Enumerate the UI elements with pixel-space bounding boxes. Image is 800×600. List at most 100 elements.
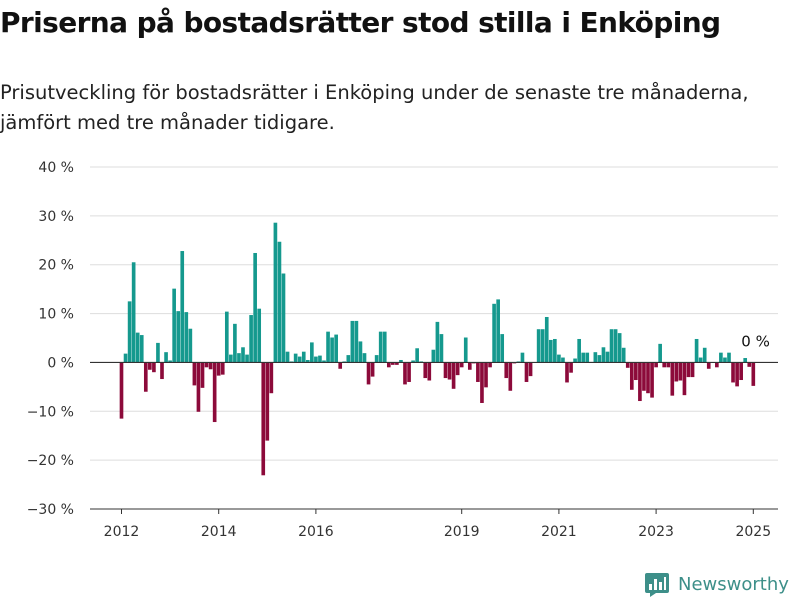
bar [395,362,399,365]
bar [467,362,472,370]
bar [658,343,662,363]
bar-chart-logo-icon [645,573,669,597]
y-tick-label: 30 % [38,209,74,225]
chart-subtitle: Prisutveckling för bostadsrätter i Enköp… [0,81,749,134]
bar [350,320,355,363]
bar [670,362,675,396]
bar [597,355,602,363]
bar [277,241,282,363]
bar [180,251,185,363]
bar [492,303,496,363]
bar [176,311,181,363]
bar [249,315,253,363]
bar [168,360,172,363]
bar [293,353,298,363]
bar [476,362,480,382]
bar [573,358,577,363]
bar [184,312,189,363]
bar [204,362,209,368]
bar [224,311,229,363]
bar [152,362,156,373]
bar [399,359,403,363]
bar [148,362,152,370]
bar [484,362,488,388]
bar [310,342,314,363]
bar [386,362,391,368]
bar [423,362,428,379]
bar [731,362,735,383]
bar [301,351,306,363]
bar [678,362,683,381]
bar [330,337,334,363]
bar [569,362,573,373]
bar [544,316,549,363]
bar [119,362,124,419]
bar [216,362,221,376]
y-tick-label: −20 % [27,453,74,469]
bar [496,299,500,363]
y-tick-label: 20 % [38,258,74,274]
bar [629,362,634,390]
x-tick-label: 2012 [104,524,140,540]
bar [200,362,205,388]
brand-name: Newsworthy [678,573,789,595]
bar [609,329,614,363]
bar [297,356,302,363]
bar [447,362,452,380]
newsworthy-logo: Newsworthy [644,568,789,600]
bar [520,352,525,363]
bar [565,362,569,383]
bar [208,362,213,370]
bar [727,352,731,363]
bar [318,355,322,363]
bar [654,362,658,368]
bar [638,362,642,402]
bar [698,357,703,363]
bar [431,349,436,363]
bar [172,288,176,363]
bar [690,362,695,378]
bar [241,347,245,363]
bar [751,362,756,386]
bar [427,362,432,381]
bar [273,222,278,363]
bar [257,308,262,363]
bar [196,362,201,412]
bar [593,352,598,363]
bar [455,362,460,376]
bar [370,362,375,377]
bar [131,262,136,363]
bar [747,362,752,367]
bar [156,342,160,363]
bar [374,355,379,363]
bar [463,337,468,363]
x-tick-label: 2019 [444,524,480,540]
bar [536,329,541,363]
bar [135,332,140,363]
bar [743,358,748,363]
x-tick-label: 2014 [201,524,237,540]
bar [719,352,723,363]
bar [139,335,144,363]
bar [212,362,217,423]
bar [245,354,249,363]
bar [415,348,419,363]
bar [694,338,699,363]
bar [601,347,606,363]
bar [561,357,565,363]
x-tick-label: 2023 [638,524,674,540]
bar [411,360,415,363]
bar [382,331,387,363]
bar [314,356,318,363]
bar [577,338,581,363]
bar [362,353,367,363]
bar [338,362,343,369]
bar [488,362,492,368]
bar [269,362,274,394]
bar [646,362,650,394]
bar [617,333,622,363]
bar [237,353,241,363]
bar [702,347,707,363]
bar [160,362,164,380]
